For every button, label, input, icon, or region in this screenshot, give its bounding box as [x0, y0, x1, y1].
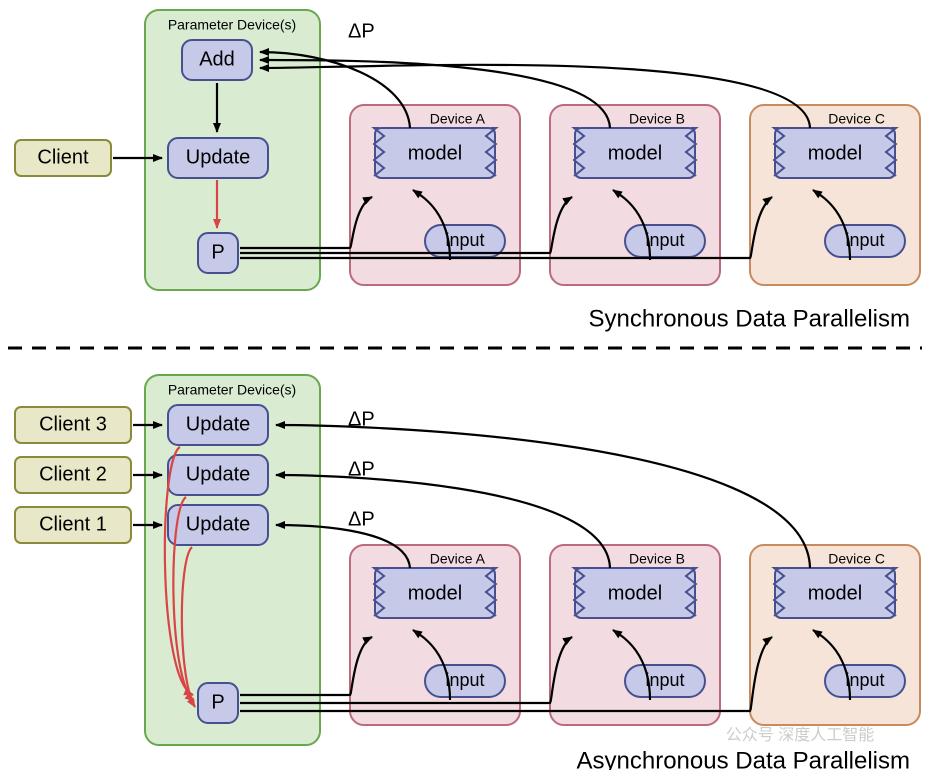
device-box: Device A model input	[350, 545, 520, 725]
model-box: model	[374, 568, 496, 618]
device-label: Device C	[828, 551, 885, 567]
device-label: Device C	[828, 111, 885, 127]
client-node-2-label: Client 1	[39, 513, 107, 535]
client-node-label: Client	[37, 146, 89, 168]
device-label: Device A	[430, 111, 486, 127]
input-label: input	[445, 670, 484, 690]
model-box: model	[374, 128, 496, 178]
p-node-b: P	[198, 683, 238, 723]
add-node: Add	[182, 40, 252, 80]
device-label: Device B	[629, 551, 685, 567]
device-label: Device A	[430, 551, 486, 567]
sync-title: Synchronous Data Parallelism	[589, 305, 910, 332]
async-title: Asynchronous Data Parallelism	[577, 747, 910, 770]
update-node-1: Update	[168, 455, 268, 495]
input-label: input	[845, 670, 884, 690]
client-node-2: Client 1	[15, 507, 131, 543]
delta-p-label: ΔP	[348, 20, 375, 42]
update-node-0-label: Update	[186, 413, 251, 435]
update-node: Update	[168, 138, 268, 178]
p-node: P	[198, 233, 238, 273]
model-label: model	[808, 142, 862, 164]
delta-p-label: ΔP	[348, 458, 375, 480]
device-box: Device C model input	[750, 105, 920, 285]
client-node-0: Client 3	[15, 407, 131, 443]
device-box: Device B model input	[550, 545, 720, 725]
client-node-1: Client 2	[15, 457, 131, 493]
input-label: input	[845, 230, 884, 250]
model-label: model	[408, 142, 462, 164]
model-box: model	[774, 568, 896, 618]
model-box: model	[574, 568, 696, 618]
p-node-label: P	[211, 241, 224, 263]
input-label: input	[445, 230, 484, 250]
input-label: input	[645, 670, 684, 690]
client-node: Client	[15, 140, 111, 176]
param-device-label: Parameter Device(s)	[168, 17, 296, 33]
param-device-label-b: Parameter Device(s)	[168, 382, 296, 398]
update-node-label: Update	[186, 146, 251, 168]
watermark: 公众号 深度人工智能	[726, 726, 874, 744]
model-box: model	[574, 128, 696, 178]
client-node-1-label: Client 2	[39, 463, 107, 485]
update-node-2-label: Update	[186, 513, 251, 535]
update-node-1-label: Update	[186, 463, 251, 485]
delta-p-label: ΔP	[348, 408, 375, 430]
add-node-label: Add	[199, 48, 235, 70]
model-label: model	[408, 582, 462, 604]
client-node-0-label: Client 3	[39, 413, 107, 435]
device-box: Device C model input	[750, 545, 920, 725]
delta-p-label: ΔP	[348, 508, 375, 530]
model-label: model	[608, 142, 662, 164]
input-label: input	[645, 230, 684, 250]
device-label: Device B	[629, 111, 685, 127]
model-label: model	[808, 582, 862, 604]
model-box: model	[774, 128, 896, 178]
update-node-0: Update	[168, 405, 268, 445]
p-node-b-label: P	[211, 691, 224, 713]
model-label: model	[608, 582, 662, 604]
update-node-2: Update	[168, 505, 268, 545]
